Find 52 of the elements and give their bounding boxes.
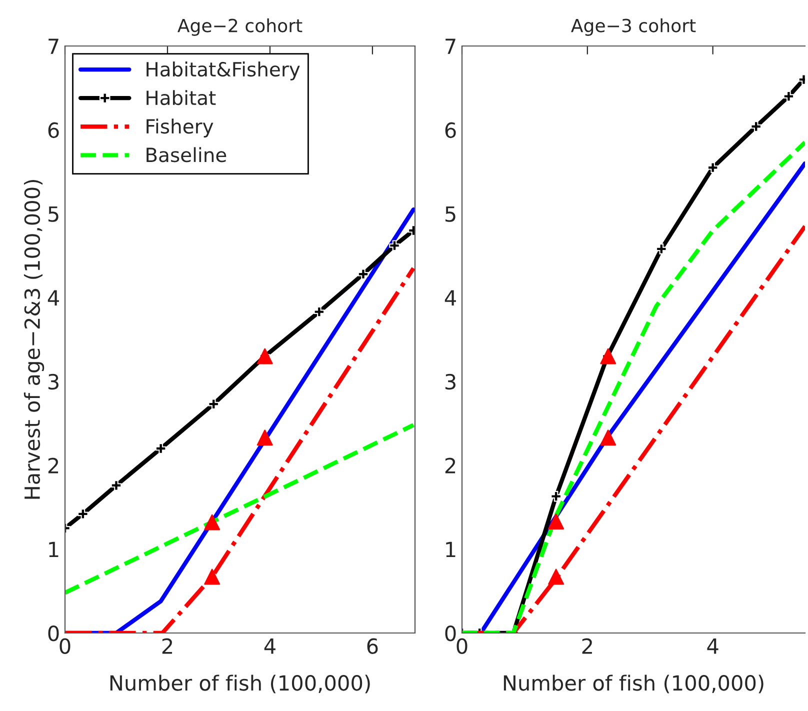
point [548, 513, 564, 530]
chart-title: Age−3 cohort [571, 18, 696, 36]
y-tick-label: 2 [48, 458, 58, 474]
point [707, 162, 718, 173]
point [78, 508, 88, 520]
point [204, 514, 220, 530]
point [600, 348, 616, 364]
point [314, 306, 325, 318]
y-tick-label: 2 [445, 458, 456, 474]
x-tick-label: 2 [162, 638, 172, 654]
y-tick-label: 5 [445, 206, 456, 222]
y-axis-title: Harvest of age−2&3 (100,000) [24, 180, 44, 499]
point [750, 121, 762, 132]
x-axis-title: Number of fish (100,000) [110, 674, 370, 694]
x-tick-label: 4 [707, 638, 718, 654]
y-tick-label: 1 [446, 542, 456, 558]
legend-label: Baseline [146, 147, 226, 162]
y-tick-label: 0 [48, 625, 59, 642]
x-axis-title: Number of fish (100,000) [504, 674, 764, 694]
x-tick-label: 2 [582, 638, 592, 654]
x-tick-label: 0 [456, 638, 468, 654]
y-tick-label: 4 [444, 290, 456, 306]
y-tick-label: 0 [445, 625, 456, 642]
point [783, 90, 794, 102]
x-tick-label: 4 [264, 638, 276, 654]
point [204, 568, 220, 585]
point [256, 430, 273, 446]
x-tick-label: 0 [60, 638, 70, 654]
legend-label: Habitat [146, 90, 216, 106]
legend-label: Habitat&Fishery [146, 62, 300, 80]
point [110, 480, 122, 491]
y-tick-label: 6 [445, 122, 456, 138]
y-tick-label: 5 [48, 206, 58, 222]
chart-title: Age−2 cohort [178, 18, 302, 36]
point [208, 398, 219, 410]
y-tick-label: 3 [48, 374, 58, 390]
point [256, 348, 273, 364]
y-tick-label: 6 [48, 122, 59, 138]
x-tick-label: 6 [367, 638, 378, 654]
y-tick-label: 7 [446, 38, 456, 54]
y-tick-label: 4 [48, 290, 59, 306]
point [600, 430, 616, 446]
point [358, 268, 369, 280]
point [389, 240, 400, 251]
legend-label: Fishery [146, 118, 214, 138]
y-tick-label: 7 [48, 38, 58, 54]
point [548, 568, 564, 585]
point [155, 443, 166, 454]
y-tick-label: 1 [49, 542, 58, 558]
y-tick-label: 3 [445, 374, 456, 390]
point [550, 490, 562, 502]
point [656, 244, 667, 254]
